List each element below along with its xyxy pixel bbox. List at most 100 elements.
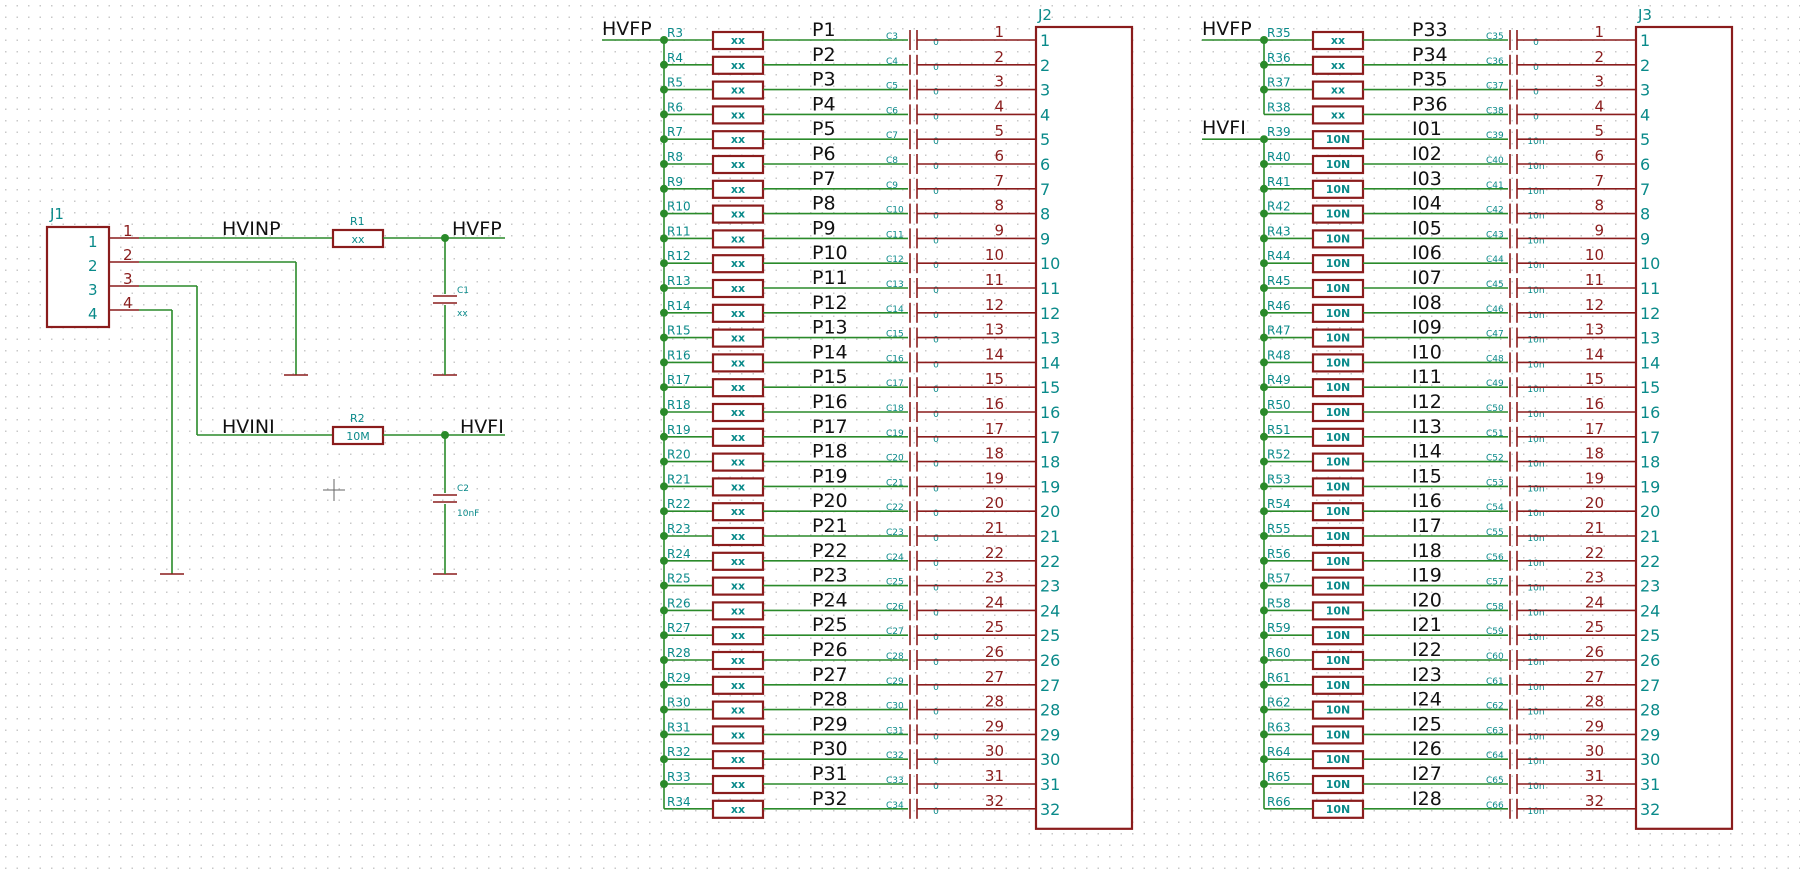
capacitor-value: 10n <box>1527 212 1544 222</box>
signal-label: I21 <box>1412 614 1442 636</box>
capacitor-value: 10n <box>1527 385 1544 395</box>
pin-number-outer: 21 <box>985 519 1004 537</box>
signal-label: P25 <box>812 614 848 636</box>
pin-number: 14 <box>1640 353 1660 372</box>
capacitor-value: 0 <box>933 63 939 73</box>
capacitor-ref: C31 <box>886 726 904 736</box>
j1-pin-label: 4 <box>123 294 133 312</box>
signal-label: I27 <box>1412 763 1442 785</box>
capacitor-value: 0 <box>933 559 939 569</box>
pin-number-outer: 12 <box>985 296 1004 314</box>
capacitor-ref: C66 <box>1486 801 1504 811</box>
resistor-value: 10N <box>1326 158 1351 171</box>
connector-body[interactable] <box>1034 25 1134 830</box>
pin-number-outer: 26 <box>1585 643 1604 661</box>
signal-label: I05 <box>1412 217 1442 239</box>
j1-ref: J1 <box>49 205 64 223</box>
resistor-ref: R33 <box>667 770 691 784</box>
resistor-ref: R61 <box>1267 671 1291 685</box>
j1-connector[interactable]: J1 1 2 3 4 1 2 3 4 <box>45 205 139 329</box>
net-label-hvinp: HVINP <box>222 218 281 240</box>
pin-number-outer: 22 <box>1585 544 1604 562</box>
pin-number: 25 <box>1640 626 1660 645</box>
pin-number: 11 <box>1040 279 1060 298</box>
signal-label: P33 <box>1412 19 1448 41</box>
resistor-ref: R54 <box>1267 497 1291 511</box>
pin-number-outer: 24 <box>985 593 1004 611</box>
connector-body[interactable] <box>1634 25 1734 830</box>
j1-body[interactable] <box>45 225 111 329</box>
capacitor-value: 0 <box>933 633 939 643</box>
capacitor-ref: C20 <box>886 454 904 464</box>
capacitor-ref: C51 <box>1486 429 1504 439</box>
resistor-value: 10N <box>1326 580 1351 593</box>
pin-number: 17 <box>1040 428 1060 447</box>
resistor-value: 10N <box>1326 604 1351 617</box>
capacitor-value: 10n <box>1527 757 1544 767</box>
resistor-ref: R27 <box>667 621 691 635</box>
pin-number: 8 <box>1640 205 1650 224</box>
pin-number-outer: 8 <box>1594 197 1604 215</box>
resistor-ref: R45 <box>1267 274 1291 288</box>
j1-pin-label: 2 <box>123 246 133 264</box>
pin-number: 12 <box>1040 304 1060 323</box>
capacitor-value: 0 <box>933 212 939 222</box>
net-label-hvfp: HVFP <box>452 218 502 240</box>
signal-label: P28 <box>812 689 848 711</box>
resistor-ref: R58 <box>1267 596 1291 610</box>
capacitor-value: 0 <box>1533 38 1539 48</box>
capacitor-ref: C56 <box>1486 553 1504 563</box>
input-stage-i[interactable]: HVINI R2 10M HVFI C2 10nF <box>222 412 505 574</box>
capacitor-value: 10n <box>1527 460 1544 470</box>
resistor-value: 10N <box>1326 381 1351 394</box>
capacitor-ref: C24 <box>886 553 904 563</box>
capacitor-ref: C65 <box>1486 776 1504 786</box>
pin-number-outer: 5 <box>994 122 1004 140</box>
crosshair-cursor-icon <box>323 479 345 501</box>
resistor-ref: R42 <box>1267 200 1291 214</box>
pin-number-outer: 3 <box>994 73 1004 91</box>
r1-ref: R1 <box>350 215 365 228</box>
capacitor-ref: C17 <box>886 379 904 389</box>
signal-label: P18 <box>812 441 848 463</box>
signal-label: P14 <box>812 341 848 363</box>
pin-number-outer: 2 <box>1594 48 1604 66</box>
signal-label: P1 <box>812 19 836 41</box>
j1-pin-number: 1 <box>88 233 98 251</box>
pin-number-outer: 8 <box>994 197 1004 215</box>
resistor-ref: R46 <box>1267 299 1291 313</box>
capacitor-ref: C10 <box>886 206 904 216</box>
resistor-ref: R55 <box>1267 522 1291 536</box>
capacitor-value: 10n <box>1527 162 1544 172</box>
signal-label: P31 <box>812 763 848 785</box>
pin-number: 25 <box>1040 626 1060 645</box>
pin-number-outer: 27 <box>985 668 1004 686</box>
pin-number-outer: 20 <box>1585 494 1604 512</box>
signal-label: P24 <box>812 589 848 611</box>
capacitor-ref: C27 <box>886 627 904 637</box>
resistor-value: xx <box>731 728 745 741</box>
resistor-ref: R5 <box>667 76 683 90</box>
resistor-ref: R37 <box>1267 76 1291 90</box>
pin-number-outer: 32 <box>985 792 1004 810</box>
resistor-ref: R64 <box>1267 745 1291 759</box>
capacitor-ref: C30 <box>886 702 904 712</box>
capacitor-value: 10n <box>1527 484 1544 494</box>
capacitor-ref: C16 <box>886 354 904 364</box>
resistor-value: xx <box>731 332 745 345</box>
pin-number: 9 <box>1640 229 1650 248</box>
pin-number: 20 <box>1040 502 1060 521</box>
capacitor-ref: C41 <box>1486 181 1504 191</box>
signal-label: I16 <box>1412 490 1442 512</box>
capacitor-value: 10n <box>1527 286 1544 296</box>
signal-label: P6 <box>812 143 836 165</box>
net-label: HVFI <box>1202 117 1246 139</box>
pin-number: 13 <box>1640 329 1660 348</box>
signal-label: P5 <box>812 118 836 140</box>
resistor-value: xx <box>731 580 745 593</box>
input-stage-p[interactable]: HVINP R1 xx HVFP C1 xx <box>222 215 505 375</box>
